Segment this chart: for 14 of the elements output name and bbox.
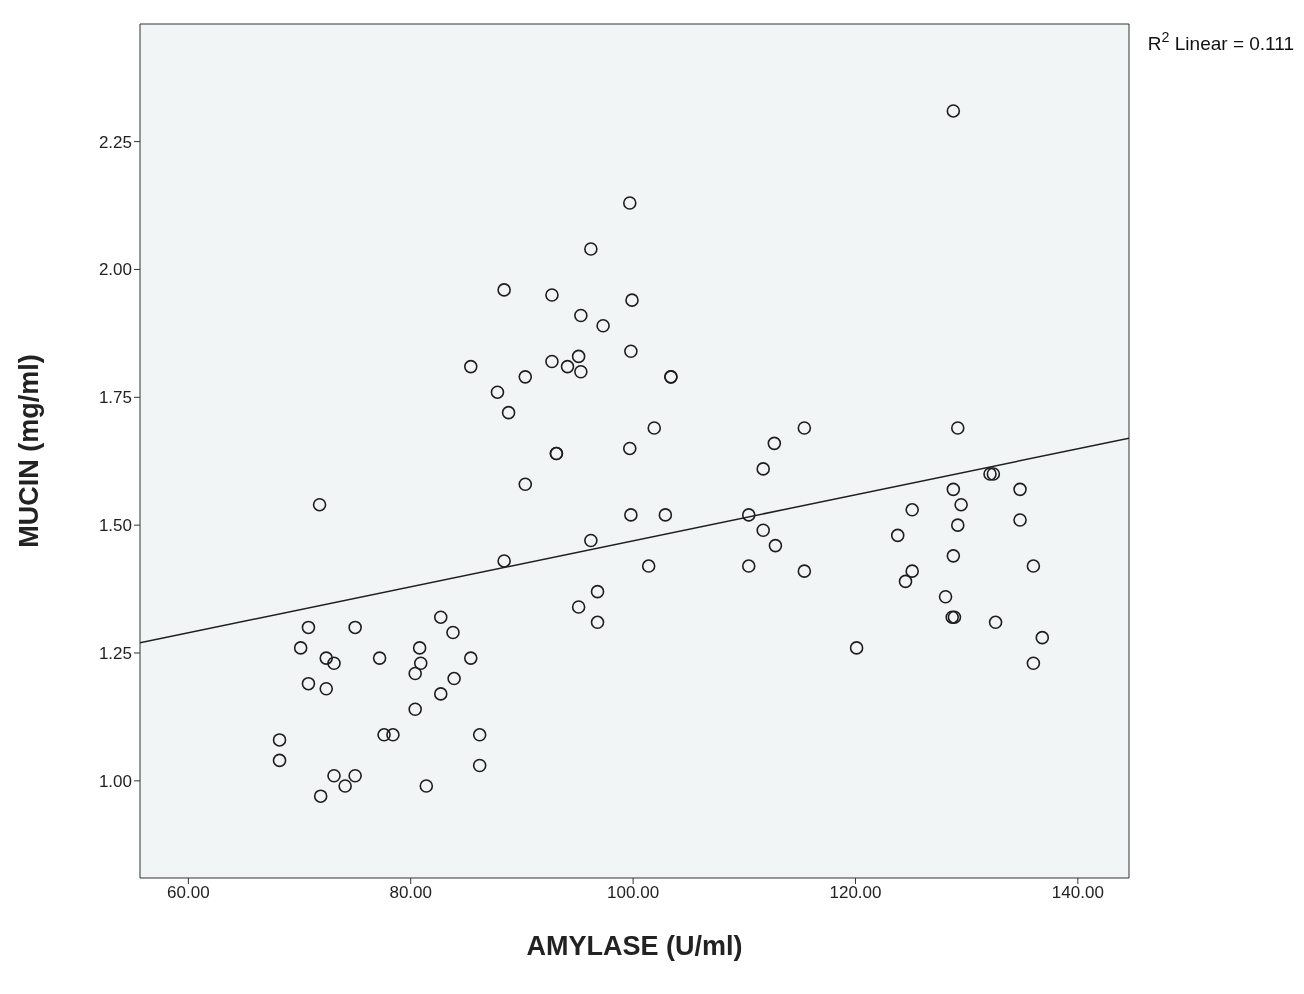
- y-tick-label: 1.50: [98, 516, 132, 536]
- y-tick-label: 2.25: [98, 132, 132, 152]
- text: R$^{2}$ Linear = 0.111: [1147, 29, 1294, 54]
- x-tick-label: 140.00: [1051, 883, 1104, 903]
- y-tick-label: 1.00: [98, 771, 132, 791]
- y-tick-label: 1.75: [98, 388, 132, 408]
- y-axis-title: MUCIN (mg/ml): [13, 354, 44, 548]
- x-axis-title: AMYLASE (U/ml): [526, 931, 743, 961]
- x-tick-label: 60.00: [167, 883, 210, 903]
- y-tick-label: 2.00: [98, 260, 132, 280]
- x-tick-label: 120.00: [829, 883, 882, 903]
- y-tick-label: 1.25: [98, 644, 132, 664]
- x-tick-label: 80.00: [389, 883, 433, 903]
- x-tick-label: 100.00: [607, 883, 660, 903]
